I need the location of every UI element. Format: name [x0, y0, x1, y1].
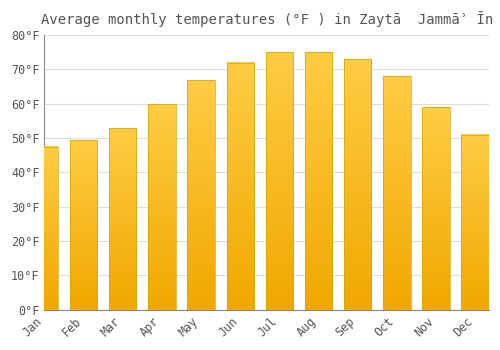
Bar — [148, 104, 176, 310]
Bar — [148, 104, 176, 310]
Bar — [383, 76, 410, 310]
Bar — [462, 135, 489, 310]
Bar — [70, 140, 98, 310]
Bar — [31, 147, 58, 310]
Bar — [226, 63, 254, 310]
Bar — [344, 59, 372, 310]
Title: Average monthly temperatures (°F ) in Zaytā  Jammāʾ Īn: Average monthly temperatures (°F ) in Za… — [40, 11, 493, 27]
Bar — [305, 52, 332, 310]
Bar — [70, 140, 98, 310]
Bar — [188, 80, 215, 310]
Bar — [109, 128, 136, 310]
Bar — [266, 52, 293, 310]
Bar — [188, 80, 215, 310]
Bar — [109, 128, 136, 310]
Bar — [383, 76, 410, 310]
Bar — [422, 107, 450, 310]
Bar — [305, 52, 332, 310]
Bar — [344, 59, 372, 310]
Bar — [31, 147, 58, 310]
Bar — [462, 135, 489, 310]
Bar — [422, 107, 450, 310]
Bar — [266, 52, 293, 310]
Bar — [226, 63, 254, 310]
